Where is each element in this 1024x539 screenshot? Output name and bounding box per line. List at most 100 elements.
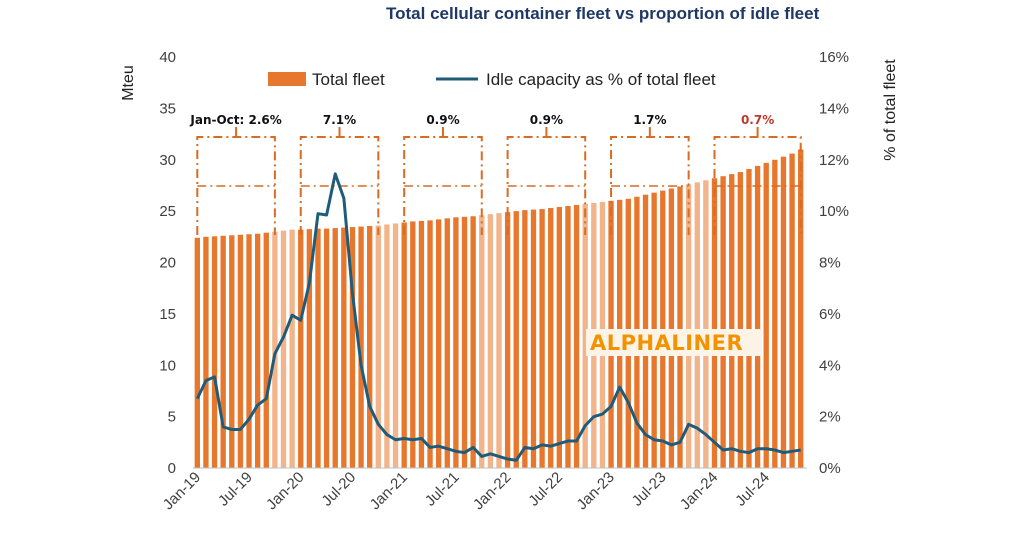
right-tick-label: 4% xyxy=(819,357,841,374)
period-label: 0.9% xyxy=(530,113,563,127)
bar xyxy=(332,228,338,468)
bar xyxy=(444,218,450,468)
x-tick-label: Jan-23 xyxy=(573,469,617,513)
period-label: 0.7% xyxy=(741,113,774,127)
bar xyxy=(246,234,252,468)
bar xyxy=(573,204,580,468)
chart-title: Total cellular container fleet vs propor… xyxy=(386,4,820,23)
x-tick-label: Jan-22 xyxy=(470,469,514,513)
x-tick-label: Jul-19 xyxy=(215,469,256,510)
bar xyxy=(298,229,304,468)
left-tick-label: 35 xyxy=(159,100,176,117)
x-tick-label: Jul-21 xyxy=(422,469,463,510)
bar xyxy=(470,216,476,468)
left-tick-label: 15 xyxy=(159,306,176,323)
legend-swatch-total-fleet xyxy=(268,72,306,86)
legend-label-idle: Idle capacity as % of total fleet xyxy=(486,70,716,89)
bar xyxy=(513,211,519,469)
left-tick-label: 5 xyxy=(168,409,176,426)
bar xyxy=(229,235,235,468)
bar xyxy=(237,234,244,468)
bar xyxy=(530,209,537,468)
left-tick-label: 10 xyxy=(159,357,176,374)
x-tick-label: Jul-20 xyxy=(318,469,359,510)
bar xyxy=(427,220,433,468)
bar xyxy=(729,174,735,468)
period-label: Jan-Oct: 2.6% xyxy=(189,113,281,127)
bar xyxy=(384,224,390,468)
bar xyxy=(737,172,744,468)
left-tick-label: 40 xyxy=(159,49,176,66)
bar xyxy=(392,223,399,468)
bar xyxy=(772,159,778,468)
legend-label-total-fleet: Total fleet xyxy=(312,70,385,89)
line-series xyxy=(195,172,801,462)
bar xyxy=(367,226,373,468)
period-label: 0.9% xyxy=(426,113,459,127)
bar xyxy=(487,214,494,468)
bar xyxy=(746,169,752,468)
bar xyxy=(435,219,442,468)
right-tick-label: 16% xyxy=(819,49,849,66)
x-tick-label: Jul-23 xyxy=(629,469,670,510)
x-tick-label: Jan-19 xyxy=(160,469,204,513)
bar xyxy=(504,212,511,468)
right-tick-label: 0% xyxy=(819,460,841,477)
bar xyxy=(349,227,356,468)
bar xyxy=(211,236,218,468)
bar xyxy=(203,236,209,468)
bar xyxy=(668,188,675,468)
watermark-background xyxy=(586,329,762,356)
bar xyxy=(453,217,459,468)
left-tick-label: 25 xyxy=(159,203,176,220)
bar xyxy=(410,221,416,468)
period-label: 1.7% xyxy=(633,113,666,127)
bar xyxy=(496,213,502,468)
bar xyxy=(479,215,485,468)
x-tick-label: Jan-20 xyxy=(263,469,307,513)
left-tick-label: 20 xyxy=(159,255,176,272)
right-tick-label: 10% xyxy=(819,203,849,220)
bar xyxy=(789,153,795,468)
bar xyxy=(565,205,571,469)
right-axis-label: % of total fleet xyxy=(882,59,899,161)
bar xyxy=(677,186,683,468)
left-tick-label: 0 xyxy=(168,460,176,477)
bar xyxy=(220,235,226,468)
idle-capacity-line xyxy=(195,172,801,462)
x-tick-label: Jul-24 xyxy=(732,469,773,510)
right-tick-label: 14% xyxy=(819,100,849,117)
bar xyxy=(375,225,381,468)
x-tick-label: Jan-24 xyxy=(677,469,721,513)
bar xyxy=(754,165,761,469)
bar xyxy=(539,209,545,468)
right-tick-label: 6% xyxy=(819,306,841,323)
bar xyxy=(548,208,554,469)
bar xyxy=(418,220,425,468)
legend: Total fleet Idle capacity as % of total … xyxy=(268,70,716,89)
bar xyxy=(582,203,588,468)
bar-series xyxy=(194,149,804,469)
bar xyxy=(685,184,692,468)
bar xyxy=(461,216,468,468)
bar xyxy=(720,176,726,468)
x-tick-label: Jul-22 xyxy=(525,469,566,510)
watermark-logo: ALPHALINER xyxy=(590,331,743,355)
bar xyxy=(289,229,295,468)
bar xyxy=(780,156,787,469)
bar xyxy=(306,229,313,468)
bar xyxy=(556,207,563,468)
bar xyxy=(694,182,700,468)
bar xyxy=(711,178,718,468)
left-axis-label: Mteu xyxy=(120,65,137,101)
bar xyxy=(280,230,287,468)
bar xyxy=(254,233,261,468)
period-brackets: Jan-Oct: 2.6% 7.1% 0.9% 0.9% 1.7% 0.7% xyxy=(189,113,802,235)
right-tick-label: 8% xyxy=(819,255,841,272)
right-tick-label: 12% xyxy=(819,152,849,169)
bar xyxy=(703,180,709,469)
right-tick-label: 2% xyxy=(819,409,841,426)
bar xyxy=(341,227,347,468)
bar xyxy=(763,162,769,468)
